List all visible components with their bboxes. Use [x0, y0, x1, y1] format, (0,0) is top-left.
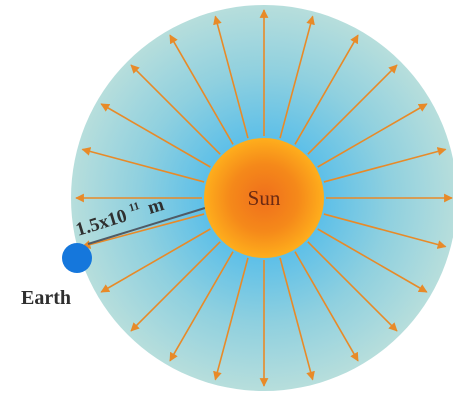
radiation-arrow	[130, 241, 221, 332]
radiation-arrow	[213, 15, 249, 139]
radiation-arrow	[317, 103, 428, 168]
radiation-arrow	[307, 64, 398, 155]
radiation-arrow	[81, 147, 205, 183]
radiation-arrow	[100, 228, 211, 293]
radiation-arrow	[279, 257, 315, 381]
radiation-arrow	[317, 228, 428, 293]
radiation-arrow	[100, 103, 211, 168]
earth-label: Earth	[21, 287, 71, 309]
distance-unit: m	[145, 194, 166, 219]
radiation-arrow	[169, 251, 234, 362]
radiation-arrow	[294, 34, 359, 145]
sun: Sun	[204, 138, 324, 258]
radiation-arrow	[307, 241, 398, 332]
sun-label: Sun	[248, 186, 281, 210]
radiation-arrow	[323, 213, 447, 249]
sun-body	[204, 138, 324, 258]
radiation-arrow	[169, 34, 234, 145]
radiation-arrow	[323, 147, 447, 183]
distance-line	[87, 207, 206, 245]
radiation-arrow	[213, 257, 249, 381]
radiation-arrows	[75, 9, 453, 387]
earth	[62, 243, 92, 273]
radiation-arrow	[130, 64, 221, 155]
radiation-arrow	[279, 15, 315, 139]
radiation-arrow	[81, 213, 205, 249]
radiation-arrow	[294, 251, 359, 362]
